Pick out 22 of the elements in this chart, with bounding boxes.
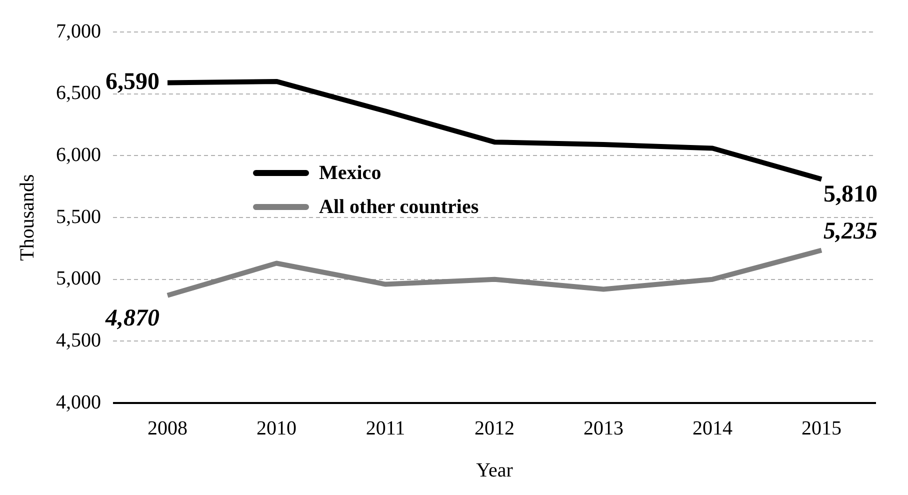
data-label: 5,810 (824, 181, 878, 208)
legend-label: All other countries (319, 196, 479, 218)
y-tick-label: 4,000 (56, 391, 101, 414)
x-tick-label: 2015 (802, 417, 842, 440)
y-tick-label: 6,500 (56, 82, 101, 104)
x-tick-label: 2014 (692, 417, 732, 440)
y-tick-label: 4,500 (56, 329, 101, 352)
x-axis-title: Year (476, 459, 514, 482)
y-tick-label: 5,000 (56, 268, 101, 290)
x-tick-label: 2013 (584, 417, 624, 440)
y-tick-label: 5,500 (56, 206, 101, 228)
x-tick-label: 2012 (474, 417, 514, 440)
y-axis-title: Thousands (16, 174, 38, 261)
y-tick-label: 6,000 (56, 144, 101, 166)
y-tick-label: 7,000 (56, 20, 101, 42)
x-tick-label: 2011 (366, 417, 406, 440)
x-tick-label: 2010 (256, 417, 296, 440)
data-label: 4,870 (104, 306, 160, 332)
x-tick-label: 2008 (148, 417, 188, 440)
data-label: 5,235 (824, 218, 878, 244)
legend-label: Mexico (319, 162, 382, 184)
data-label: 6,590 (106, 68, 160, 95)
